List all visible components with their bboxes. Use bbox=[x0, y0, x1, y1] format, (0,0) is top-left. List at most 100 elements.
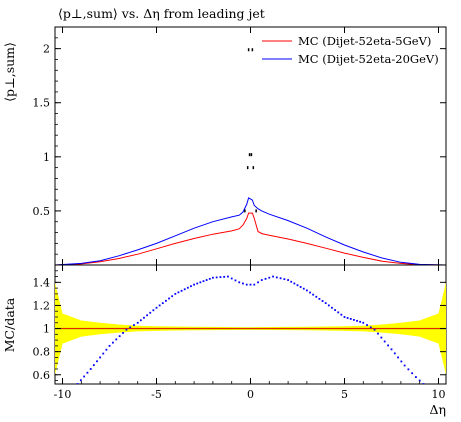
ratio-point-20gev bbox=[76, 383, 79, 384]
ratio-point-20gev bbox=[212, 276, 214, 279]
ratio-point-20gev bbox=[149, 311, 152, 314]
chart-title: ⟨p⊥,sum⟩ vs. Δη from leading jet bbox=[58, 6, 265, 21]
ratio-point-20gev bbox=[155, 306, 158, 309]
ratio-y-tick-label: 0.6 bbox=[33, 369, 51, 382]
ratio-point-20gev bbox=[299, 286, 302, 288]
ratio-point-20gev bbox=[177, 291, 180, 294]
ratio-point-20gev bbox=[403, 364, 406, 367]
x-axis: -10 -5 0 5 10 bbox=[54, 265, 445, 401]
ratio-point-20gev bbox=[369, 326, 372, 329]
ratio-point-20gev bbox=[199, 281, 202, 284]
ratio-point-20gev bbox=[411, 372, 414, 375]
ratio-point-20gev bbox=[89, 368, 92, 370]
ratio-point-20gev bbox=[115, 338, 118, 341]
main-y-axis: 0.5 1 1.5 2 bbox=[33, 27, 446, 266]
legend-label-20gev: MC (Dijet-52eta-20GeV) bbox=[298, 52, 439, 66]
ratio-point-20gev bbox=[99, 356, 102, 359]
ratio-point-20gev bbox=[340, 313, 343, 316]
ratio-point-20gev bbox=[79, 379, 82, 382]
ratio-y-tick-label: 1.4 bbox=[33, 276, 51, 289]
ratio-y-tick-label: 1 bbox=[43, 323, 50, 336]
ratio-point-20gev bbox=[183, 288, 186, 291]
ratio-point-20gev bbox=[337, 311, 340, 314]
ratio-point-20gev bbox=[193, 283, 196, 286]
x-tick-label: -10 bbox=[54, 388, 72, 401]
main-plot-area bbox=[54, 48, 447, 266]
ratio-point-20gev bbox=[268, 276, 271, 279]
ratio-point-20gev bbox=[108, 344, 111, 347]
data-point bbox=[246, 166, 249, 170]
ratio-point-20gev bbox=[161, 302, 164, 305]
ratio-point-20gev bbox=[377, 332, 379, 335]
ratio-point-20gev bbox=[327, 304, 330, 307]
ratio-point-20gev bbox=[272, 275, 274, 278]
ratio-point-20gev bbox=[309, 291, 311, 294]
ratio-point-20gev bbox=[366, 324, 368, 326]
ratio-point-20gev bbox=[223, 275, 226, 278]
ratio-point-20gev bbox=[180, 289, 183, 292]
ratio-point-20gev bbox=[139, 319, 142, 322]
y-tick-label: 2 bbox=[43, 43, 50, 56]
ratio-point-20gev bbox=[174, 292, 177, 295]
series-line-5gev bbox=[54, 212, 447, 266]
x-tick-label: 0 bbox=[247, 388, 254, 401]
ratio-point-20gev bbox=[165, 299, 167, 302]
ratio-point-20gev bbox=[133, 324, 135, 326]
ratio-point-20gev bbox=[146, 314, 149, 317]
ratio-point-20gev bbox=[230, 277, 233, 280]
legend: MC (Dijet-52eta-5GeV) MC (Dijet-52eta-20… bbox=[262, 34, 439, 66]
ratio-point-20gev bbox=[129, 326, 132, 329]
data-point bbox=[247, 48, 250, 52]
ratio-point-20gev bbox=[196, 282, 199, 285]
ratio-point-20gev bbox=[152, 309, 155, 312]
series-line-20gev bbox=[54, 197, 447, 266]
ratio-point-20gev bbox=[219, 276, 222, 279]
ratio-point-20gev bbox=[105, 348, 108, 351]
ratio-point-20gev bbox=[264, 277, 267, 280]
ratio-y-tick-label: 0.8 bbox=[33, 346, 51, 359]
ratio-point-20gev bbox=[111, 341, 114, 344]
ratio-point-20gev bbox=[356, 319, 358, 322]
data-point bbox=[251, 48, 254, 52]
ratio-point-20gev bbox=[290, 280, 293, 283]
ratio-point-20gev bbox=[279, 277, 282, 280]
ratio-point-20gev bbox=[253, 283, 256, 286]
ratio-point-20gev bbox=[334, 309, 336, 311]
ratio-point-20gev bbox=[245, 283, 248, 286]
ratio-point-20gev bbox=[287, 279, 289, 281]
legend-label-5gev: MC (Dijet-52eta-5GeV) bbox=[298, 34, 431, 48]
data-point bbox=[248, 153, 251, 157]
y-tick-label: 1.5 bbox=[33, 97, 51, 110]
ratio-point-20gev bbox=[393, 352, 396, 355]
ratio-point-20gev bbox=[215, 276, 218, 279]
ratio-point-20gev bbox=[383, 340, 386, 343]
data-point bbox=[250, 153, 253, 157]
ratio-point-20gev bbox=[397, 356, 399, 359]
ratio-point-20gev bbox=[349, 318, 352, 320]
ratio-point-20gev bbox=[158, 304, 161, 307]
ratio-point-20gev bbox=[407, 368, 410, 371]
ratio-y-tick-label: 1.2 bbox=[33, 299, 51, 312]
x-tick-label: 5 bbox=[341, 388, 348, 401]
y-tick-label: 0.5 bbox=[33, 205, 51, 218]
ratio-point-20gev bbox=[343, 316, 346, 318]
ratio-point-20gev bbox=[227, 275, 229, 278]
ratio-point-20gev bbox=[283, 278, 286, 281]
ratio-point-20gev bbox=[118, 335, 121, 338]
ratio-point-20gev bbox=[400, 360, 403, 363]
ratio-point-20gev bbox=[122, 332, 124, 334]
ratio-point-20gev bbox=[86, 371, 89, 374]
data-point bbox=[255, 209, 257, 213]
ratio-point-20gev bbox=[83, 375, 86, 378]
x-tick-label: 10 bbox=[431, 388, 445, 401]
main-y-axis-label: ⟨p⊥,sum⟩ bbox=[2, 42, 17, 102]
ratio-point-20gev bbox=[302, 287, 305, 290]
ratio-point-20gev bbox=[143, 316, 145, 319]
ratio-y-axis: 0.6 0.8 1 1.2 1.4 bbox=[33, 270, 446, 382]
ratio-point-20gev bbox=[312, 293, 315, 296]
ratio-point-20gev bbox=[387, 344, 390, 347]
ratio-point-20gev bbox=[205, 279, 208, 281]
ratio-point-20gev bbox=[242, 282, 244, 285]
ratio-point-20gev bbox=[171, 295, 174, 298]
x-tick-label: -5 bbox=[151, 388, 162, 401]
